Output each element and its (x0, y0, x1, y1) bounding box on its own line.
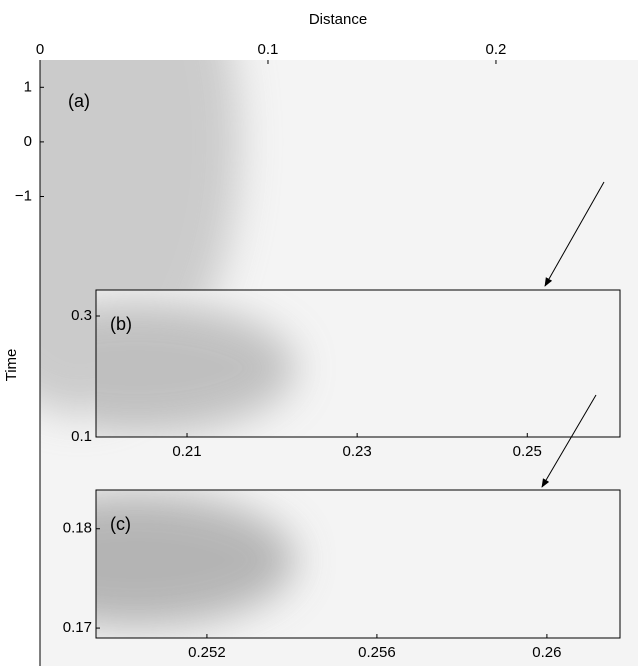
x-axis-label: Distance (309, 11, 367, 28)
x-tick-label: 0.2 (486, 41, 507, 58)
zoom-arrow (544, 181, 605, 287)
x-tick-label: 0.1 (258, 41, 279, 58)
panel-label: (b) (110, 314, 132, 334)
x-tick-label: 0.25 (513, 443, 542, 460)
x-tick-label: 0.23 (343, 443, 372, 460)
x-tick-label: 0 (36, 41, 44, 58)
x-tick-label: 0.21 (172, 443, 201, 460)
panel: (c) 0.252 0.256 0.26 0.18 0.17 (63, 489, 621, 661)
y-tick-label: −1 (15, 187, 32, 204)
y-tick-label: 0.17 (63, 619, 92, 636)
zoom-arrow (541, 394, 597, 488)
y-tick-label: 0.18 (63, 520, 92, 537)
panel: (b) 0.21 0.23 0.25 0.3 0.1 (71, 289, 621, 460)
y-tick-label: 0 (24, 133, 32, 150)
panel-frame (95, 489, 621, 639)
y-tick-label: 0.3 (71, 307, 92, 324)
x-tick-label: 0.252 (188, 644, 226, 661)
y-tick-label: 0.1 (71, 428, 92, 445)
panel-label: (a) (68, 91, 90, 111)
field-image (96, 290, 620, 437)
field-glow (96, 493, 296, 627)
x-tick-label: 0.256 (358, 644, 396, 661)
panel-label: (c) (110, 514, 131, 534)
y-axis-label: Time (3, 349, 20, 382)
field-glow (96, 301, 296, 435)
x-tick-label: 0.26 (532, 644, 561, 661)
panel-frame (95, 289, 621, 438)
field-image (96, 490, 620, 638)
y-tick-label: 1 (24, 78, 32, 95)
